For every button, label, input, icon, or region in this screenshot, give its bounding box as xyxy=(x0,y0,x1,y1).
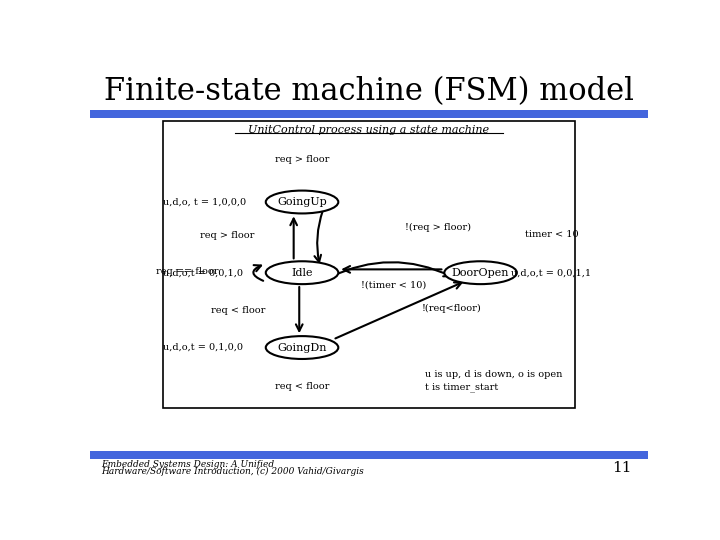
Text: !(timer < 10): !(timer < 10) xyxy=(361,281,427,289)
Text: Embedded Systems Design: A Unified: Embedded Systems Design: A Unified xyxy=(101,460,274,469)
Text: u,d,o,t = 0,1,0,0: u,d,o,t = 0,1,0,0 xyxy=(163,343,243,352)
Text: Hardware/Software Introduction, (c) 2000 Vahid/Givargis: Hardware/Software Introduction, (c) 2000… xyxy=(101,467,364,476)
Ellipse shape xyxy=(444,261,517,284)
Text: timer < 10: timer < 10 xyxy=(526,230,579,239)
Text: t is timer_start: t is timer_start xyxy=(425,382,498,392)
FancyBboxPatch shape xyxy=(90,110,648,118)
Text: GoingUp: GoingUp xyxy=(277,197,327,207)
Text: 11: 11 xyxy=(612,461,631,475)
Text: req < floor: req < floor xyxy=(212,306,266,315)
Text: u,d,o,t = 0,0,1,0: u,d,o,t = 0,0,1,0 xyxy=(163,268,243,277)
Ellipse shape xyxy=(266,191,338,213)
Ellipse shape xyxy=(266,261,338,284)
Text: !(req > floor): !(req > floor) xyxy=(405,223,472,232)
Text: UnitControl process using a state machine: UnitControl process using a state machin… xyxy=(248,125,490,135)
Text: req == floor: req == floor xyxy=(156,267,218,275)
Text: req > floor: req > floor xyxy=(275,155,329,164)
FancyBboxPatch shape xyxy=(90,451,648,459)
Text: u,d,o, t = 1,0,0,0: u,d,o, t = 1,0,0,0 xyxy=(163,198,246,206)
Text: req > floor: req > floor xyxy=(200,231,255,240)
Text: Finite-state machine (FSM) model: Finite-state machine (FSM) model xyxy=(104,76,634,107)
Text: DoorOpen: DoorOpen xyxy=(452,268,509,278)
Text: req < floor: req < floor xyxy=(275,381,329,390)
Text: GoingDn: GoingDn xyxy=(277,342,327,353)
Text: u,d,o,t = 0,0,1,1: u,d,o,t = 0,0,1,1 xyxy=(511,268,591,277)
FancyBboxPatch shape xyxy=(163,121,575,408)
Text: u is up, d is down, o is open: u is up, d is down, o is open xyxy=(425,370,562,379)
Text: !(req<floor): !(req<floor) xyxy=(422,303,482,313)
Ellipse shape xyxy=(266,336,338,359)
Text: Idle: Idle xyxy=(292,268,312,278)
